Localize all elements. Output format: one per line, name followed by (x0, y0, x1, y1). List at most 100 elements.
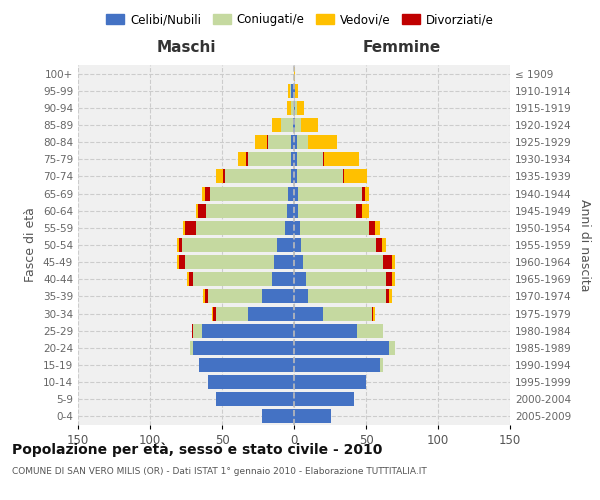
Y-axis label: Anni di nascita: Anni di nascita (578, 198, 591, 291)
Text: Femmine: Femmine (363, 40, 441, 54)
Bar (281, 118, 293, 132)
Bar (297, 135, 308, 149)
Bar (297, 101, 304, 115)
Bar (376, 238, 382, 252)
Bar (287, 204, 294, 218)
Bar (216, 306, 248, 320)
Bar (308, 290, 386, 304)
Bar (344, 170, 367, 183)
Bar (356, 204, 362, 218)
Bar (187, 272, 189, 286)
Bar (248, 152, 291, 166)
Bar (365, 186, 369, 200)
Bar (297, 152, 323, 166)
Bar (277, 238, 294, 252)
Bar (238, 152, 247, 166)
Bar (298, 186, 362, 200)
Bar (301, 118, 319, 132)
Bar (178, 255, 179, 269)
Bar (211, 186, 288, 200)
Bar (294, 186, 298, 200)
Bar (197, 204, 206, 218)
Bar (294, 290, 308, 304)
Bar (272, 118, 281, 132)
Bar (291, 101, 294, 115)
Bar (255, 135, 266, 149)
Bar (287, 101, 291, 115)
Bar (189, 272, 193, 286)
Bar (302, 255, 383, 269)
Bar (295, 101, 297, 115)
Bar (214, 306, 216, 320)
Bar (295, 118, 301, 132)
Bar (372, 306, 373, 320)
Bar (294, 238, 301, 252)
Bar (193, 272, 272, 286)
Bar (223, 170, 225, 183)
Bar (179, 238, 182, 252)
Bar (386, 272, 392, 286)
Bar (178, 238, 179, 252)
Text: Popolazione per età, sesso e stato civile - 2010: Popolazione per età, sesso e stato civil… (12, 442, 382, 457)
Bar (291, 152, 294, 166)
Bar (274, 255, 294, 269)
Bar (272, 272, 294, 286)
Bar (205, 186, 211, 200)
Bar (294, 84, 295, 98)
Text: Maschi: Maschi (156, 40, 216, 54)
Bar (248, 306, 294, 320)
Bar (206, 204, 287, 218)
Bar (362, 204, 369, 218)
Bar (324, 152, 359, 166)
Bar (383, 255, 392, 269)
Bar (373, 306, 374, 320)
Bar (294, 324, 358, 338)
Bar (389, 341, 395, 355)
Bar (294, 392, 355, 406)
Bar (305, 272, 386, 286)
Bar (205, 290, 208, 304)
Bar (294, 341, 389, 355)
Bar (203, 290, 205, 304)
Bar (225, 170, 291, 183)
Bar (294, 118, 295, 132)
Bar (266, 135, 268, 149)
Bar (294, 272, 305, 286)
Bar (202, 324, 294, 338)
Bar (323, 152, 324, 166)
Bar (208, 290, 262, 304)
Bar (300, 221, 369, 235)
Bar (262, 290, 294, 304)
Bar (290, 84, 291, 98)
Bar (301, 238, 376, 252)
Bar (212, 306, 214, 320)
Bar (374, 221, 380, 235)
Bar (286, 221, 294, 235)
Bar (294, 66, 295, 80)
Bar (362, 186, 365, 200)
Bar (208, 375, 294, 389)
Bar (288, 186, 294, 200)
Bar (183, 221, 185, 235)
Bar (294, 101, 295, 115)
Bar (196, 204, 197, 218)
Bar (392, 255, 395, 269)
Bar (323, 306, 372, 320)
Bar (343, 170, 344, 183)
Bar (293, 118, 294, 132)
Bar (308, 135, 337, 149)
Bar (247, 152, 248, 166)
Bar (262, 410, 294, 424)
Bar (185, 255, 274, 269)
Bar (369, 221, 374, 235)
Bar (202, 186, 205, 200)
Bar (291, 135, 294, 149)
Bar (386, 290, 389, 304)
Bar (392, 272, 395, 286)
Bar (294, 255, 302, 269)
Bar (294, 410, 331, 424)
Y-axis label: Fasce di età: Fasce di età (25, 208, 37, 282)
Bar (358, 324, 383, 338)
Bar (199, 358, 294, 372)
Bar (182, 238, 277, 252)
